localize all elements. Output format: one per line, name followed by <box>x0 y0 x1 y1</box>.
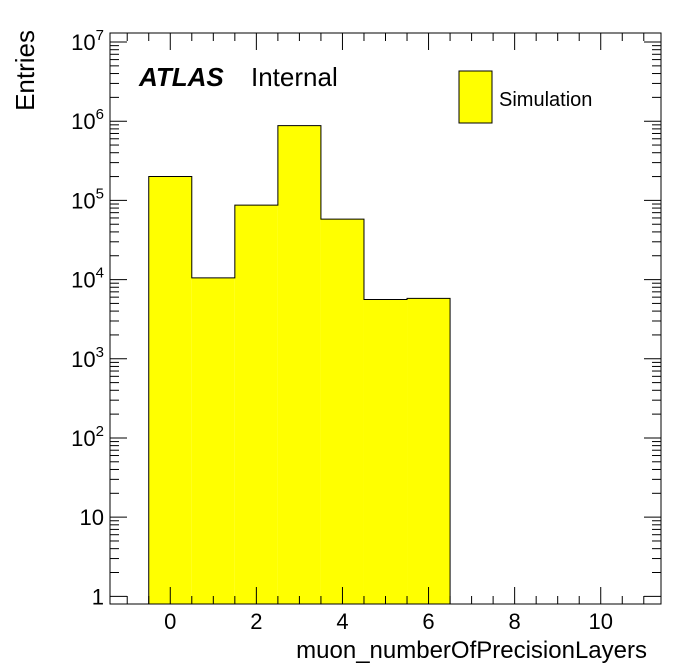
legend: Simulation <box>458 70 592 124</box>
y-tick-labels: 1 10 102 103 104 105 106 107 <box>71 27 104 609</box>
y-axis-label: Entries <box>10 30 40 111</box>
atlas-label-experiment: ATLAS <box>138 62 224 92</box>
legend-swatch-simulation <box>458 70 493 124</box>
histogram-bar <box>363 299 408 604</box>
histogram-bars <box>148 125 451 605</box>
x-axis-ticks <box>126 33 645 604</box>
y-tick-label: 105 <box>71 185 104 213</box>
x-axis-label: muon_numberOfPrecisionLayers <box>296 637 647 664</box>
histogram-bar <box>277 125 321 604</box>
x-tick-label: 10 <box>588 609 612 634</box>
y-tick-label: 102 <box>71 423 104 451</box>
atlas-label-status: Internal <box>251 62 338 92</box>
x-tick-label: 0 <box>164 609 176 634</box>
histogram-bar <box>407 298 451 604</box>
y-tick-label: 106 <box>71 106 104 134</box>
y-axis-ticks <box>110 41 661 597</box>
histogram-bar <box>320 219 364 604</box>
plot-frame <box>109 32 662 605</box>
y-tick-label: 107 <box>71 27 104 55</box>
atlas-label: ATLAS Internal <box>138 62 338 92</box>
y-tick-label: 104 <box>71 265 104 293</box>
y-tick-label: 103 <box>71 344 104 372</box>
x-tick-labels: 0 2 4 6 8 10 <box>164 609 613 634</box>
histogram-outline <box>148 125 451 604</box>
legend-label-simulation: Simulation <box>499 89 592 111</box>
y-tick-label: 1 <box>92 584 104 609</box>
histogram-bar <box>191 277 235 604</box>
histogram-bar <box>148 176 192 605</box>
x-tick-label: 2 <box>250 609 262 634</box>
x-tick-label: 8 <box>509 609 521 634</box>
y-tick-label: 10 <box>80 505 104 530</box>
x-tick-label: 4 <box>336 609 348 634</box>
x-tick-label: 6 <box>422 609 434 634</box>
histogram-bar <box>234 205 278 604</box>
